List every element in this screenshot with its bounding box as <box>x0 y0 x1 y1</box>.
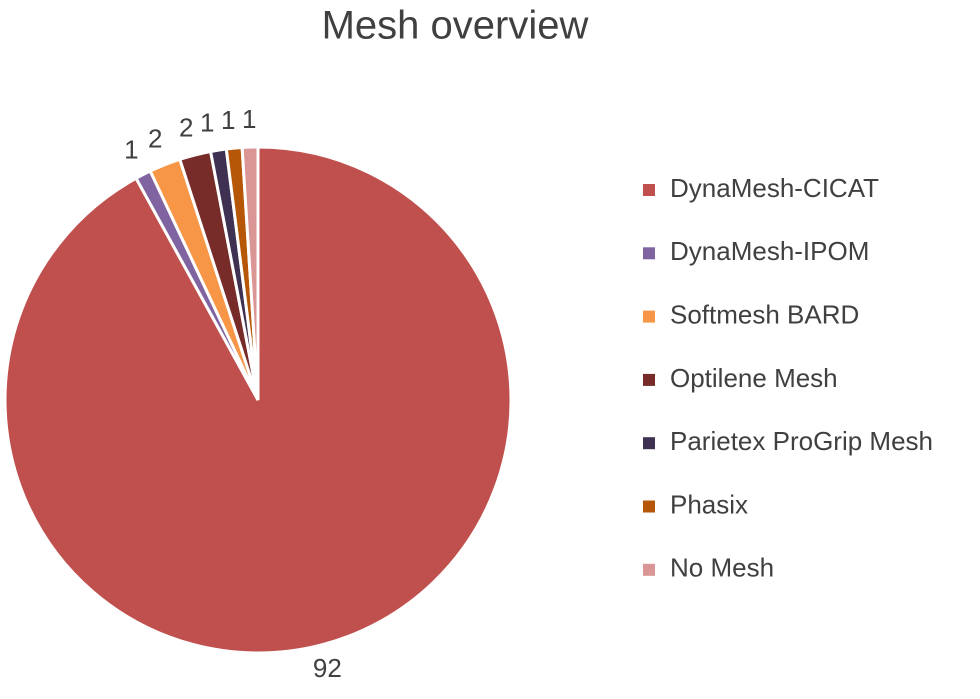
chart-title: Mesh overview <box>322 4 589 48</box>
data-label: 92 <box>313 653 342 683</box>
legend-swatch <box>643 310 655 323</box>
legend-label: DynaMesh-CICAT <box>670 173 879 203</box>
pie-slice <box>240 145 260 401</box>
data-label: 1 <box>221 105 235 135</box>
legend-label: No Mesh <box>670 553 774 583</box>
legend-swatch <box>643 247 655 260</box>
legend-label: Phasix <box>670 489 748 519</box>
data-label: 2 <box>179 113 193 143</box>
legend-swatch <box>643 373 655 386</box>
data-label: 1 <box>242 104 256 134</box>
data-label: 1 <box>200 107 214 137</box>
legend-swatch <box>643 437 655 450</box>
legend-label: Parietex ProGrip Mesh <box>670 426 933 456</box>
data-label: 1 <box>124 134 138 164</box>
legend-label: Optilene Mesh <box>670 363 838 393</box>
legend-swatch <box>643 184 655 196</box>
legend-label: DynaMesh-IPOM <box>670 236 869 266</box>
legend-swatch <box>643 563 655 576</box>
legend-swatch <box>643 500 655 513</box>
legend-label: Softmesh BARD <box>670 299 859 329</box>
data-label: 2 <box>148 123 162 153</box>
